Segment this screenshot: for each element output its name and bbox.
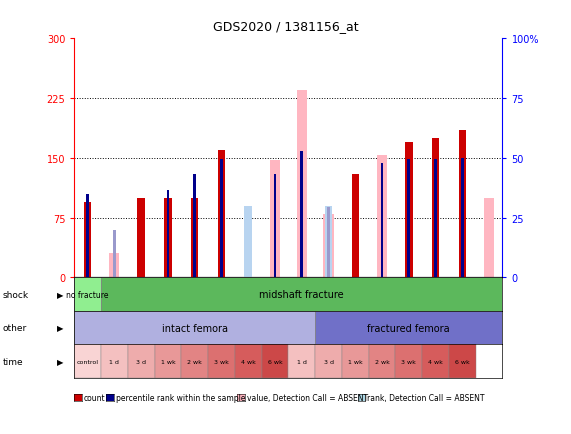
Text: percentile rank within the sample: percentile rank within the sample (116, 393, 246, 402)
Text: count: count (84, 393, 106, 402)
Text: shock: shock (3, 290, 29, 299)
Text: 1 d: 1 d (297, 359, 307, 364)
Text: midshaft fracture: midshaft fracture (259, 289, 344, 299)
Bar (274, 174, 276, 278)
Text: 1 wk: 1 wk (348, 359, 363, 364)
Bar (270, 161, 280, 278)
Text: GDS2020 / 1381156_at: GDS2020 / 1381156_at (212, 20, 359, 33)
Bar (408, 160, 410, 278)
Text: 2 wk: 2 wk (375, 359, 389, 364)
Text: 3 wk: 3 wk (401, 359, 416, 364)
Bar (323, 214, 333, 278)
Bar (300, 152, 303, 278)
Bar (342, 345, 369, 378)
Bar (449, 345, 476, 378)
Text: 1 d: 1 d (110, 359, 119, 364)
Text: time: time (3, 357, 23, 366)
Bar (244, 206, 252, 278)
Text: ▶: ▶ (57, 357, 63, 366)
Bar (461, 158, 464, 278)
Bar (352, 174, 359, 278)
Bar (138, 198, 145, 278)
Bar (432, 138, 439, 278)
Bar (208, 345, 235, 378)
Bar (395, 345, 422, 378)
Bar (191, 198, 199, 278)
Bar (327, 208, 330, 278)
Bar (220, 160, 223, 278)
Bar (315, 311, 502, 345)
Text: other: other (3, 323, 27, 332)
Bar (315, 345, 342, 378)
Text: 2 wk: 2 wk (187, 359, 202, 364)
Bar (377, 156, 387, 278)
Bar (109, 254, 119, 278)
Bar (405, 142, 412, 278)
Bar (164, 198, 172, 278)
Bar (262, 345, 288, 378)
Text: 4 wk: 4 wk (241, 359, 256, 364)
Bar (218, 151, 225, 278)
Text: 6 wk: 6 wk (455, 359, 470, 364)
Bar (422, 345, 449, 378)
Bar (86, 194, 89, 278)
Text: ▶: ▶ (57, 290, 63, 299)
Bar (155, 345, 182, 378)
Bar (235, 345, 262, 378)
Text: value, Detection Call = ABSENT: value, Detection Call = ABSENT (247, 393, 368, 402)
Text: 3 d: 3 d (324, 359, 333, 364)
Bar (113, 230, 116, 278)
Text: 4 wk: 4 wk (428, 359, 443, 364)
Text: intact femora: intact femora (162, 323, 228, 333)
Bar (381, 164, 383, 278)
Bar (182, 345, 208, 378)
Text: rank, Detection Call = ABSENT: rank, Detection Call = ABSENT (368, 393, 485, 402)
Bar (434, 160, 437, 278)
Text: ▶: ▶ (57, 323, 63, 332)
Text: no fracture: no fracture (66, 290, 109, 299)
Text: 6 wk: 6 wk (268, 359, 282, 364)
Bar (194, 174, 196, 278)
Text: control: control (77, 359, 99, 364)
Bar (101, 345, 128, 378)
Bar (84, 202, 91, 278)
Bar (459, 131, 466, 278)
Bar (74, 311, 315, 345)
Bar (297, 91, 307, 278)
Text: fractured femora: fractured femora (368, 323, 450, 333)
Bar (325, 206, 332, 278)
Bar (484, 198, 494, 278)
Bar (369, 345, 395, 378)
Text: 1 wk: 1 wk (160, 359, 175, 364)
Bar (74, 345, 101, 378)
Bar (128, 345, 155, 378)
Bar (74, 278, 101, 311)
Bar (288, 345, 315, 378)
Text: 3 d: 3 d (136, 359, 146, 364)
Bar (167, 190, 169, 278)
Text: 3 wk: 3 wk (214, 359, 229, 364)
